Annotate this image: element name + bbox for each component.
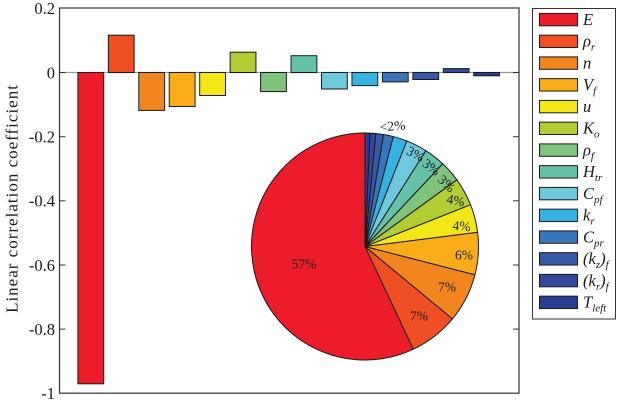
svg-text:(kz)f: (kz)f [583,249,611,271]
svg-text:6%: 6% [455,248,473,263]
svg-text:0: 0 [47,63,55,82]
svg-text:-1: -1 [41,384,55,403]
svg-text:(kr)f: (kr)f [583,271,611,293]
svg-text:4%: 4% [452,218,471,235]
svg-text:-0.2: -0.2 [29,128,55,147]
svg-text:3%: 3% [404,143,427,165]
svg-text:7%: 7% [410,308,428,323]
svg-text:0.2: 0.2 [34,0,55,18]
svg-text:E: E [582,10,593,29]
svg-text:57%: 57% [292,257,317,272]
svg-text:u: u [583,97,591,116]
svg-text:4%: 4% [445,191,465,209]
svg-text:<2%: <2% [379,117,406,134]
svg-text:-0.4: -0.4 [29,192,55,211]
svg-text:Linear correlation coefficient: Linear correlation coefficient [3,84,22,313]
svg-text:n: n [583,53,591,72]
svg-text:-0.8: -0.8 [29,320,55,339]
svg-text:7%: 7% [438,280,456,295]
svg-text:-0.6: -0.6 [29,256,55,275]
